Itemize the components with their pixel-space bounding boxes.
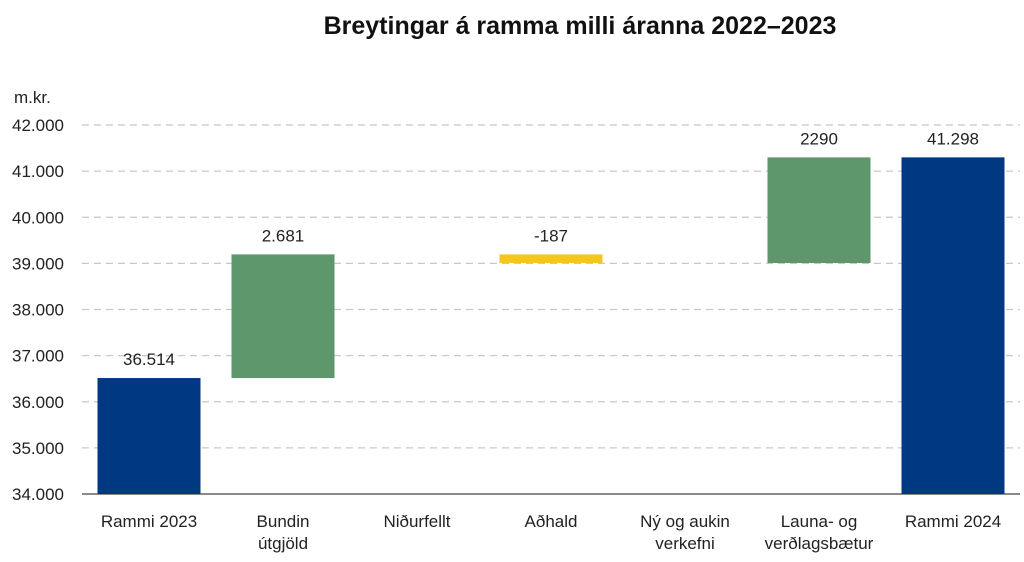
x-category-label: Aðhald (525, 512, 578, 531)
chart-title: Breytingar á ramma milli áranna 2022–202… (323, 12, 837, 40)
x-category-label-line: útgjöld (258, 534, 308, 553)
x-category-label-line: Aðhald (525, 512, 578, 531)
data-label: 41.298 (927, 129, 979, 148)
bar-decrease (499, 254, 603, 264)
bar-total (901, 157, 1005, 494)
x-category-label: Niðurfellt (383, 512, 450, 531)
x-category-label-line: Bundin (257, 512, 310, 531)
bar-increase (767, 157, 871, 264)
y-tick-label: 36.000 (12, 393, 64, 412)
y-axis-unit-label: m.kr. (14, 88, 51, 107)
y-tick-label: 37.000 (12, 347, 64, 366)
labels: m.kr. 34.000 35.000 36.000 37.000 38.000 39.00… (12, 88, 1001, 553)
bar-increase (231, 254, 335, 379)
x-category-label: Rammi 2023 (101, 512, 197, 531)
x-category-label-line: verðlagsbætur (765, 534, 874, 553)
x-category-label-line: Niðurfellt (383, 512, 450, 531)
gridlines (82, 124, 1020, 495)
x-category-label: Ný og aukin verkefni (640, 512, 730, 553)
y-tick-label: 42.000 (12, 116, 64, 135)
bars (97, 157, 1005, 494)
x-category-label-line: Rammi 2024 (905, 512, 1001, 531)
y-tick-label: 38.000 (12, 301, 64, 320)
data-label: -187 (534, 226, 568, 245)
y-tick-label: 35.000 (12, 439, 64, 458)
y-tick-label: 40.000 (12, 208, 64, 227)
x-category-label: Launa- og verðlagsbætur (765, 512, 874, 553)
y-tick-label: 34.000 (12, 485, 64, 504)
y-tick-label: 39.000 (12, 254, 64, 273)
data-label: 2290 (800, 129, 838, 148)
data-label: 36.514 (123, 350, 175, 369)
x-category-label-line: verkefni (655, 534, 715, 553)
x-category-label-line: Launa- og (781, 512, 858, 531)
x-category-label: Bundin útgjöld (257, 512, 310, 553)
bar-total (97, 378, 201, 494)
x-category-label-line: Ný og aukin (640, 512, 730, 531)
x-category-label: Rammi 2024 (905, 512, 1001, 531)
x-category-label-line: Rammi 2023 (101, 512, 197, 531)
data-label: 2.681 (262, 226, 305, 245)
y-tick-label: 41.000 (12, 162, 64, 181)
